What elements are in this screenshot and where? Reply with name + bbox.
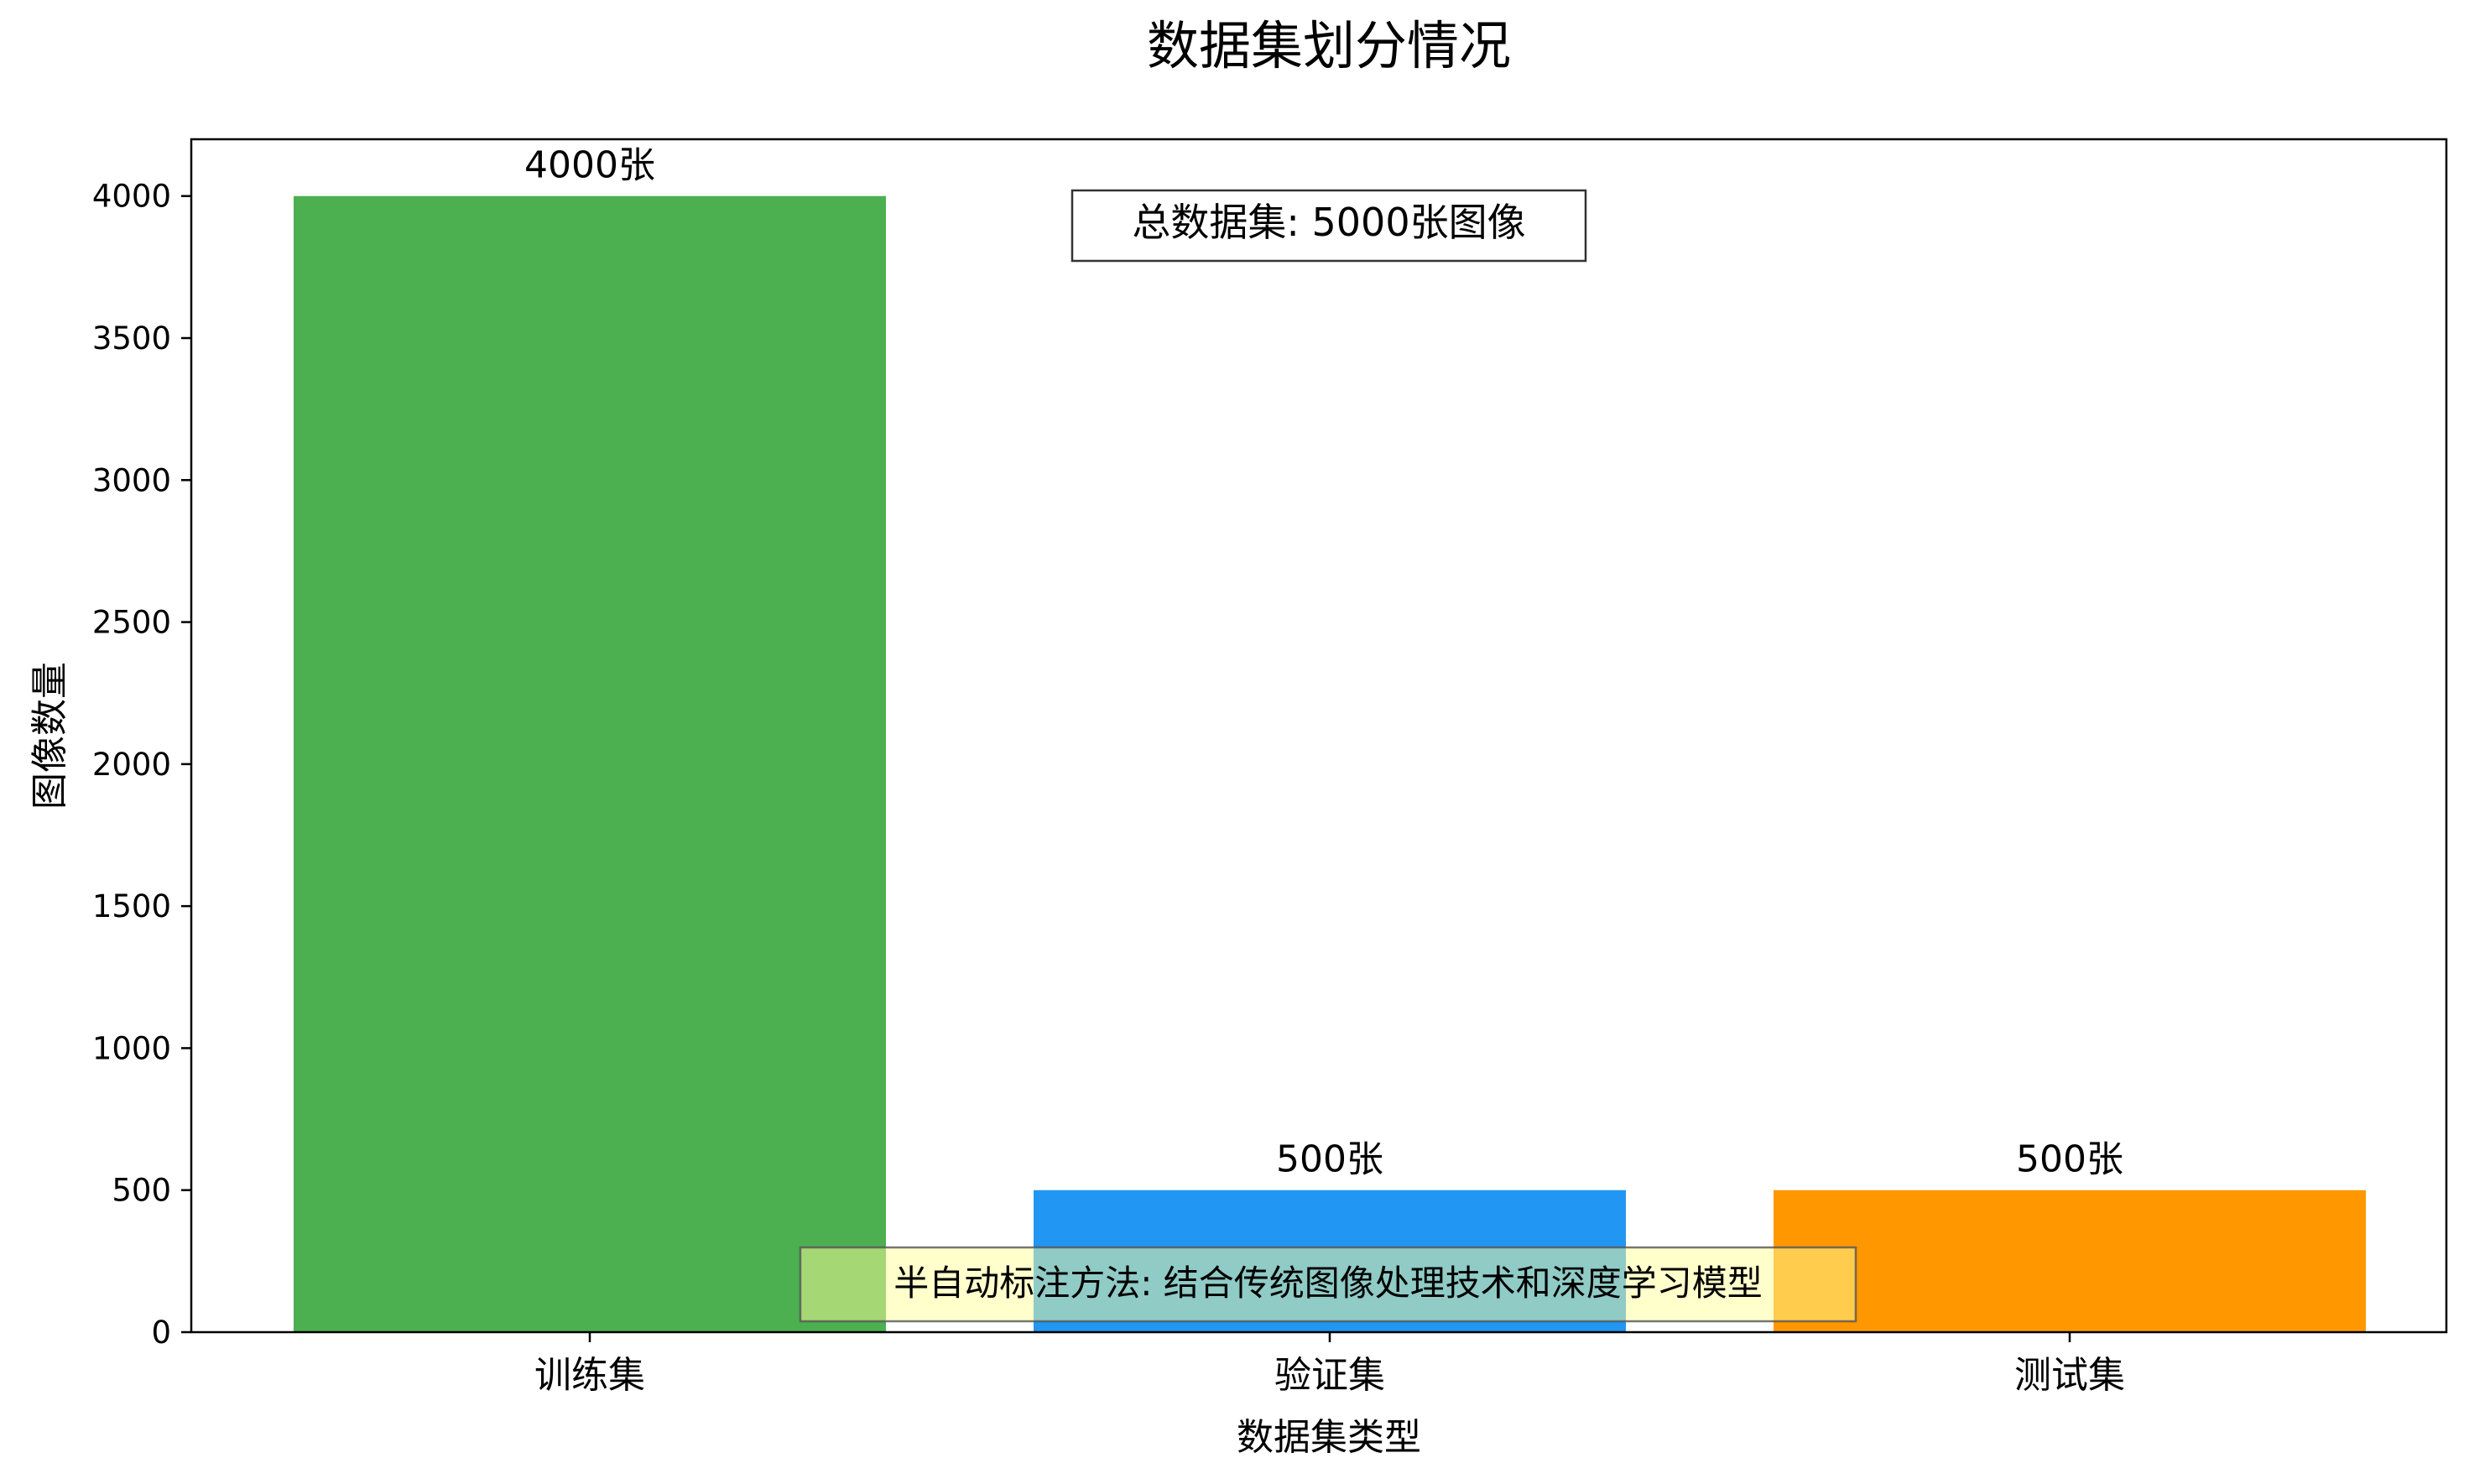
x-tick-label-1: 训练集 <box>534 1354 645 1397</box>
labeling-method-annotation: 半自动标注方法: 结合传统图像处理技术和深度学习模型 <box>799 1246 1857 1323</box>
y-tick-label-7: 3000 <box>92 462 171 498</box>
value-labels-layer: 4000张 500张 500张 <box>524 144 2123 1181</box>
bar-value-label-3: 500张 <box>2016 1138 2123 1181</box>
bar-1 <box>294 195 886 1333</box>
bar-value-label-2: 500张 <box>1276 1138 1383 1181</box>
x-tick-label-3: 测试集 <box>2014 1354 2125 1397</box>
y-axis: 0 500 1000 1500 2000 2500 3000 3500 4000 <box>92 179 191 1351</box>
total-dataset-annotation-box <box>1070 189 1587 263</box>
y-tick-label-5: 2000 <box>92 747 171 783</box>
y-tick-label-8: 3500 <box>92 320 171 357</box>
labeling-method-annotation-box <box>799 1246 1857 1323</box>
y-tick-label-9: 4000 <box>92 179 171 215</box>
plot-frame <box>190 138 2448 1334</box>
chart-title: 数据集划分情况 <box>1147 15 1511 76</box>
labeling-method-annotation-text: 半自动标注方法: 结合传统图像处理技术和深度学习模型 <box>893 1263 1763 1304</box>
bar-value-label-1: 4000张 <box>524 144 655 187</box>
y-tick-label-4: 1500 <box>92 888 171 924</box>
total-dataset-annotation: 总数据集: 5000张图像 <box>1070 189 1587 263</box>
x-axis: 训练集 验证集 测试集 <box>534 1332 2125 1397</box>
y-tick-label-2: 500 <box>112 1173 171 1209</box>
bars-layer <box>294 195 2366 1333</box>
y-tick-label-3: 1000 <box>92 1030 171 1066</box>
y-tick-label-1: 0 <box>151 1315 171 1351</box>
x-tick-label-2: 验证集 <box>1274 1354 1385 1397</box>
y-tick-label-6: 2500 <box>92 605 171 641</box>
x-axis-label: 数据集类型 <box>1237 1416 1421 1459</box>
y-axis-label: 图像数量 <box>29 662 71 810</box>
bar-3 <box>1774 1190 2366 1332</box>
total-dataset-annotation-text: 总数据集: 5000张图像 <box>1132 200 1525 245</box>
